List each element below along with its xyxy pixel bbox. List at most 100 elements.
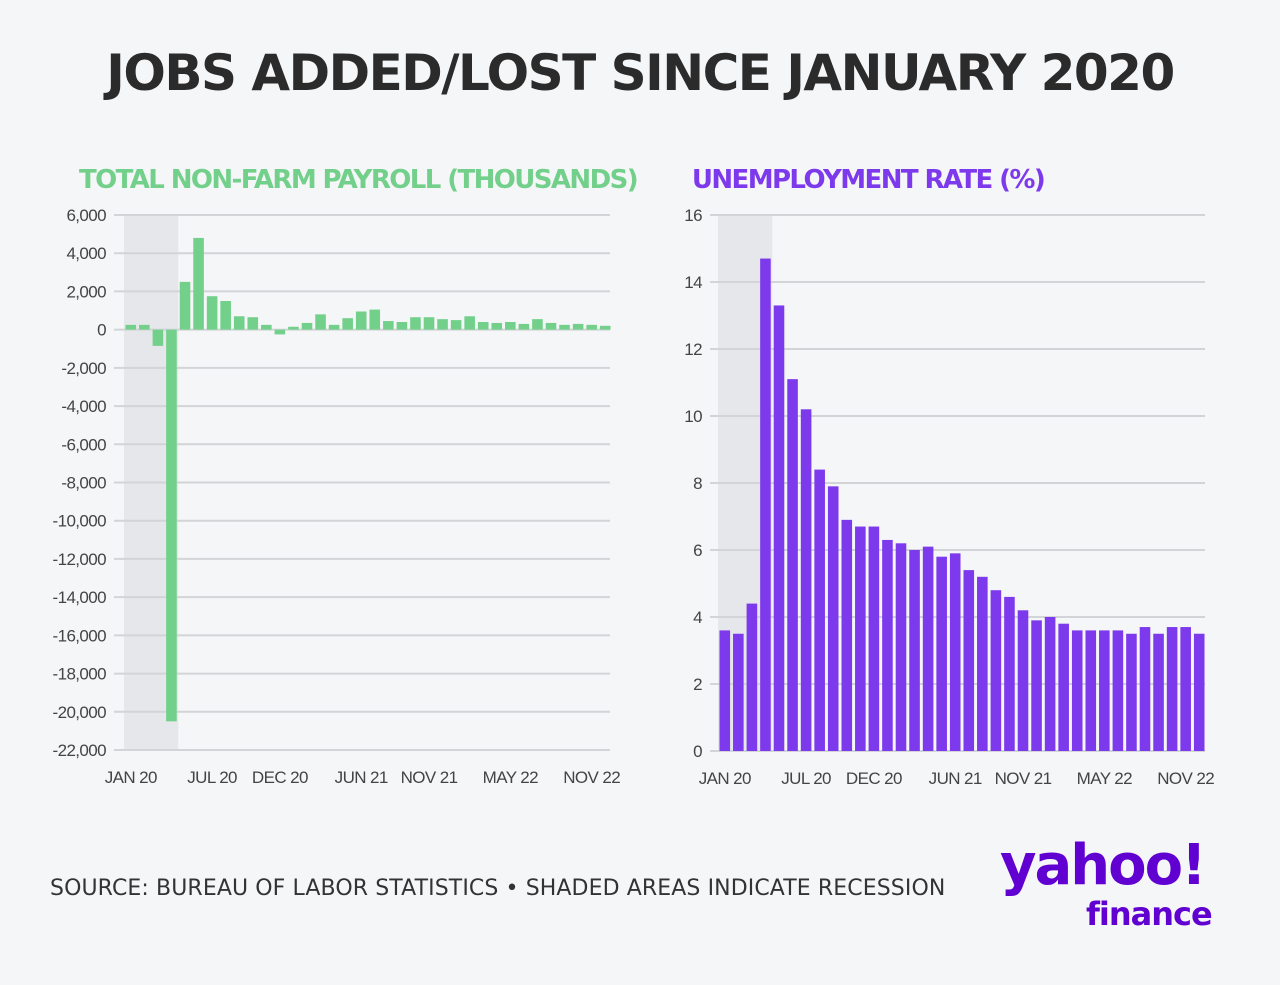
bar bbox=[193, 237, 204, 330]
y-tick-label: 2 bbox=[693, 675, 702, 694]
y-tick-label: -18,000 bbox=[53, 665, 107, 684]
y-tick-label: -14,000 bbox=[53, 588, 107, 607]
x-tick-label: NOV 22 bbox=[1157, 769, 1214, 788]
y-tick-label: -4,000 bbox=[61, 397, 106, 416]
x-tick-label: JUN 21 bbox=[929, 769, 982, 788]
bar bbox=[1058, 623, 1069, 751]
bar bbox=[505, 322, 516, 330]
y-tick-label: -12,000 bbox=[53, 550, 107, 569]
bar bbox=[922, 546, 934, 751]
bar bbox=[1071, 630, 1083, 751]
bar bbox=[1193, 633, 1205, 751]
bar bbox=[990, 590, 1002, 751]
bar bbox=[179, 281, 191, 330]
bar bbox=[787, 379, 798, 751]
bar bbox=[342, 318, 353, 330]
x-tick-label: JAN 20 bbox=[699, 769, 751, 788]
bar bbox=[773, 305, 785, 751]
y-tick-label: -16,000 bbox=[53, 626, 107, 645]
y-tick-label: -8,000 bbox=[61, 474, 106, 493]
x-tick-label: DEC 20 bbox=[846, 769, 902, 788]
bar bbox=[125, 324, 137, 330]
bar bbox=[1153, 633, 1164, 751]
bar bbox=[1085, 630, 1097, 751]
y-tick-label: 8 bbox=[693, 474, 702, 493]
unemployment-chart: UNEMPLOYMENT RATE (%) 16 14 12 10 8 6 4 2 0 JAN 20… bbox=[684, 165, 1215, 788]
y-tick-label: -6,000 bbox=[61, 435, 106, 454]
x-tick-label: MAY 22 bbox=[483, 768, 538, 787]
bar bbox=[1166, 627, 1178, 751]
bar bbox=[977, 576, 988, 751]
y-tick-label: -20,000 bbox=[53, 703, 107, 722]
bar bbox=[491, 322, 503, 330]
bar bbox=[410, 317, 421, 330]
bar bbox=[274, 329, 286, 335]
payroll-chart: TOTAL NON-FARM PAYROLL (THOUSANDS) 6,000 4… bbox=[53, 165, 639, 787]
y-tick-label: 10 bbox=[684, 407, 702, 426]
bar bbox=[814, 469, 825, 751]
y-tick-label: 0 bbox=[97, 321, 106, 340]
bar bbox=[572, 323, 584, 330]
bar bbox=[1126, 633, 1137, 751]
y-tick-label: 0 bbox=[693, 742, 702, 761]
source-note: SOURCE: BUREAU OF LABOR STATISTICS • SHA… bbox=[50, 876, 946, 901]
bar bbox=[369, 309, 381, 330]
x-tick-label: NOV 22 bbox=[563, 768, 620, 787]
yahoo-finance-logo: yahoo! finance bbox=[1000, 838, 1240, 938]
bar bbox=[1112, 630, 1124, 751]
logo-sub: finance bbox=[1086, 895, 1213, 933]
bar bbox=[882, 539, 893, 751]
bar bbox=[301, 322, 313, 330]
y-tick-label: 6 bbox=[693, 541, 702, 560]
x-tick-label: DEC 20 bbox=[252, 768, 308, 787]
bar bbox=[841, 519, 853, 751]
bar bbox=[936, 556, 947, 751]
bar bbox=[909, 550, 920, 751]
bar bbox=[396, 322, 408, 330]
bar bbox=[1031, 620, 1042, 751]
bar bbox=[288, 326, 299, 330]
x-tick-label: JUL 20 bbox=[187, 768, 237, 787]
bar bbox=[477, 322, 489, 330]
bar bbox=[220, 300, 231, 330]
bar bbox=[532, 319, 543, 330]
bar bbox=[1139, 627, 1151, 751]
bar bbox=[355, 311, 367, 330]
bar bbox=[895, 543, 907, 751]
bar bbox=[518, 323, 530, 330]
bar bbox=[450, 320, 462, 330]
bar bbox=[206, 296, 218, 330]
bar bbox=[328, 324, 340, 330]
bar bbox=[599, 325, 611, 330]
chart-title: TOTAL NON-FARM PAYROLL (THOUSANDS) bbox=[79, 165, 637, 195]
bar bbox=[1004, 596, 1015, 751]
x-tick-label: NOV 21 bbox=[995, 769, 1052, 788]
bar bbox=[963, 570, 975, 751]
y-tick-label: 4 bbox=[693, 608, 702, 627]
bar bbox=[1017, 610, 1029, 751]
y-tick-label: 12 bbox=[684, 340, 702, 359]
bar bbox=[949, 553, 961, 751]
bar bbox=[746, 603, 758, 751]
y-tick-label: 4,000 bbox=[66, 244, 106, 263]
bar bbox=[733, 633, 744, 751]
bar bbox=[437, 319, 448, 330]
bar bbox=[545, 322, 557, 330]
y-tick-label: 16 bbox=[684, 206, 702, 225]
bar bbox=[855, 526, 866, 751]
x-tick-label: MAY 22 bbox=[1077, 769, 1132, 788]
bar bbox=[586, 324, 597, 330]
y-tick-label: -10,000 bbox=[53, 512, 107, 531]
x-tick-label: JAN 20 bbox=[105, 768, 157, 787]
bar bbox=[1044, 617, 1056, 751]
bar bbox=[315, 314, 326, 330]
x-tick-label: JUL 20 bbox=[781, 769, 831, 788]
bar bbox=[868, 526, 880, 751]
bar bbox=[233, 316, 245, 330]
bar bbox=[139, 324, 150, 330]
bar bbox=[827, 486, 839, 751]
bar bbox=[423, 317, 435, 330]
y-tick-label: 14 bbox=[684, 273, 702, 292]
logo-word: yahoo! bbox=[1000, 833, 1207, 898]
bar bbox=[760, 258, 771, 751]
